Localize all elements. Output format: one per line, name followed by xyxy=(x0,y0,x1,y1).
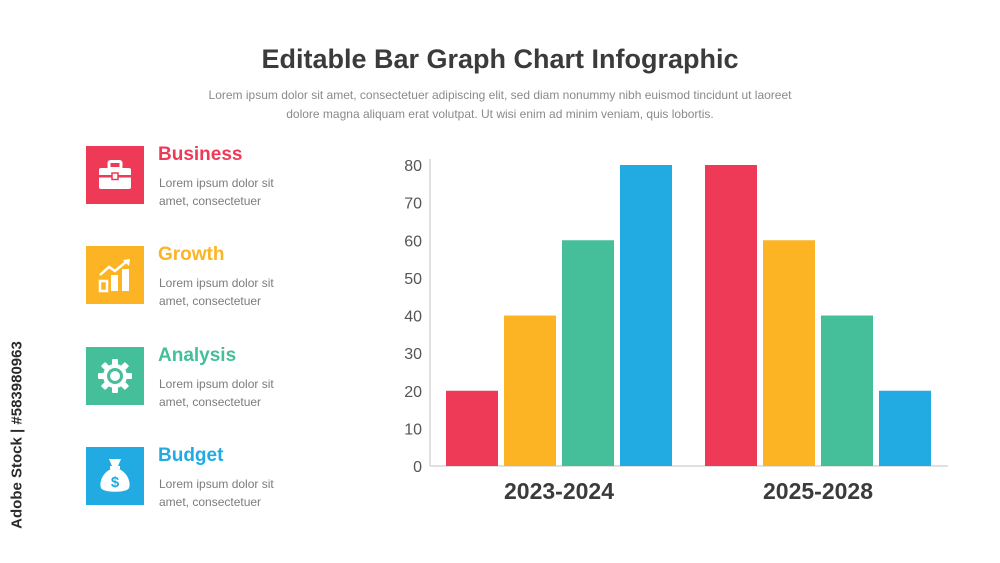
legend-swatch-budget: $ xyxy=(86,447,144,505)
y-tick-label: 60 xyxy=(404,233,422,250)
money-bag-icon: $ xyxy=(100,459,130,492)
legend-item-analysis: Analysis Lorem ipsum dolor sit amet, con… xyxy=(86,345,346,409)
bar-business-2025-2028 xyxy=(705,165,757,466)
x-category-label: 2025-2028 xyxy=(763,478,873,504)
page-subtitle: Lorem ipsum dolor sit amet, consectetuer… xyxy=(170,86,830,124)
subtitle-line-1: Lorem ipsum dolor sit amet, consectetuer… xyxy=(208,88,792,102)
legend-item-growth: Growth Lorem ipsum dolor sit amet, conse… xyxy=(86,244,346,308)
y-tick-label: 10 xyxy=(404,421,422,438)
bar-analysis-2023-2024 xyxy=(562,240,614,466)
briefcase-icon xyxy=(99,160,131,189)
legend-desc-line: amet, consectetuer xyxy=(159,294,262,308)
y-tick-label: 80 xyxy=(404,158,422,175)
legend-desc-line: amet, consectetuer xyxy=(159,194,262,208)
y-tick-label: 20 xyxy=(404,384,422,401)
legend-desc-line: Lorem ipsum dolor sit xyxy=(159,276,274,290)
gear-icon xyxy=(98,359,132,393)
watermark: Adobe Stock | #583980963 xyxy=(2,320,32,550)
watermark-text: Adobe Stock | #583980963 xyxy=(8,341,26,529)
bar-budget-2023-2024 xyxy=(620,165,672,466)
legend-desc-growth: Lorem ipsum dolor sit amet, consectetuer xyxy=(159,274,299,310)
legend-desc-business: Lorem ipsum dolor sit amet, consectetuer xyxy=(159,174,299,210)
legend-swatch-business xyxy=(86,146,144,204)
legend-swatch-growth xyxy=(86,246,144,304)
legend-item-business: Business Lorem ipsum dolor sit amet, con… xyxy=(86,144,346,208)
legend-title-business: Business xyxy=(158,144,243,165)
legend-title-budget: Budget xyxy=(158,445,224,466)
legend-desc-line: Lorem ipsum dolor sit xyxy=(159,377,274,391)
y-tick-label: 70 xyxy=(404,196,422,213)
y-tick-label: 40 xyxy=(404,309,422,326)
legend-title-analysis: Analysis xyxy=(158,345,237,366)
bar-budget-2025-2028 xyxy=(879,390,931,466)
legend-item-budget: $ Budget Lorem ipsum dolor sit amet, con… xyxy=(86,445,346,509)
y-tick-label: 0 xyxy=(413,459,422,476)
legend-desc-analysis: Lorem ipsum dolor sit amet, consectetuer xyxy=(159,375,299,411)
bar-chart: 0 10 20 30 40 50 60 70 80 2023-2024 2025-2028 xyxy=(404,158,948,504)
legend-desc-line: amet, consectetuer xyxy=(159,395,262,409)
legend-desc-line: amet, consectetuer xyxy=(159,495,262,509)
legend-swatch-analysis xyxy=(86,347,144,405)
legend-desc-budget: Lorem ipsum dolor sit amet, consectetuer xyxy=(159,475,299,511)
bar-analysis-2025-2028 xyxy=(821,315,873,466)
y-tick-label: 30 xyxy=(404,346,422,363)
subtitle-line-2: dolore magna aliquam erat volutpat. Ut w… xyxy=(286,107,714,121)
y-tick-label: 50 xyxy=(404,271,422,288)
x-category-label: 2023-2024 xyxy=(504,478,614,504)
legend-title-growth: Growth xyxy=(158,244,225,265)
svg-text:$: $ xyxy=(111,474,120,491)
legend-desc-line: Lorem ipsum dolor sit xyxy=(159,477,274,491)
bar-business-2023-2024 xyxy=(446,390,498,466)
bar-growth-2025-2028 xyxy=(763,240,815,466)
bar-growth-2023-2024 xyxy=(504,315,556,466)
legend-desc-line: Lorem ipsum dolor sit xyxy=(159,176,274,190)
page-title: Editable Bar Graph Chart Infographic xyxy=(261,44,739,74)
growth-chart-icon xyxy=(98,259,130,293)
